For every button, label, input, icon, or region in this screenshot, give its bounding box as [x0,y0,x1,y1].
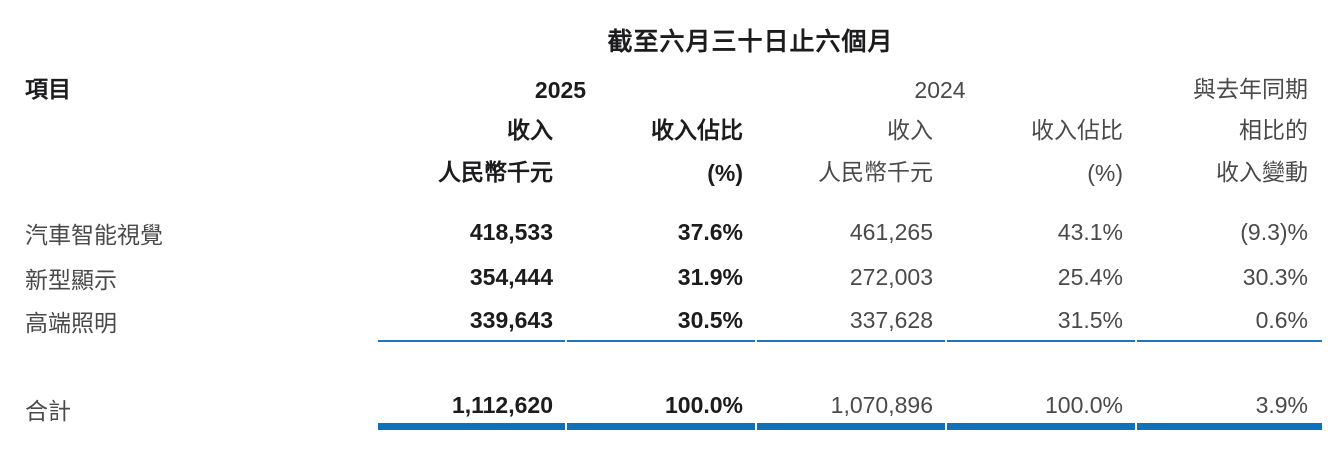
total-change: 3.9% [1137,388,1323,430]
period-title-row: 截至六月三十日止六個月 [25,0,1322,64]
unit-rmb-2024: 人民幣千元 [818,159,933,185]
revenue-2025-value: 339,643 [378,300,565,342]
subheader-row-1: 收入 收入佔比 收入 收入佔比 相比的 [25,104,1322,148]
year-header-row: 項目 2025 2024 與去年同期 [25,64,1322,104]
share-2024-value: 31.5% [947,300,1136,342]
revenue-2024-header: 收入 [887,117,933,143]
year-2024-header: 2024 [914,77,966,103]
segment-revenue-table: 截至六月三十日止六個月 項目 2025 2024 與去年同期 收入 收入佔比 收… [23,0,1324,430]
spacer-row [25,192,1322,210]
change-value: (9.3)% [1240,219,1309,245]
share-2025-value: 31.9% [677,264,743,290]
table-row: 新型顯示 354,444 31.9% 272,003 25.4% 30.3% [25,255,1322,300]
share-2024-value: 43.1% [1057,219,1124,245]
year-2025-header: 2025 [534,77,587,103]
spacer-cell [25,342,1322,388]
item-column-header: 項目 [25,76,71,102]
change-header-line2: 相比的 [1239,117,1309,143]
row-label: 高端照明 [25,310,117,336]
subheader-row-2: 人民幣千元 (%) 人民幣千元 (%) 收入變動 [25,148,1322,192]
change-header-line1: 與去年同期 [1193,76,1309,102]
total-label: 合計 [25,398,71,424]
revenue-2024-value: 337,628 [757,300,945,342]
total-row: 合計 1,112,620 100.0% 1,070,896 100.0% 3.9… [25,388,1323,430]
total-share-2024: 100.0% [947,388,1136,430]
empty-cell [1137,0,1322,64]
change-value: 0.6% [1137,300,1323,342]
empty-cell [25,148,376,192]
unit-pct-2025: (%) [707,160,743,186]
total-revenue-2024: 1,070,896 [757,388,945,430]
revenue-2025-header: 收入 [507,117,553,143]
row-label: 新型顯示 [25,266,117,293]
spacer-cell [25,192,1322,210]
row-label: 汽車智能視覺 [25,221,163,248]
share-2025-header: 收入佔比 [651,117,743,143]
unit-rmb-2025: 人民幣千元 [438,159,553,185]
change-value: 30.3% [1242,264,1309,290]
empty-cell [25,104,376,148]
revenue-2024-value: 272,003 [849,264,933,290]
table-row: 高端照明 339,643 30.5% 337,628 31.5% 0.6% [25,300,1323,342]
empty-cell [25,0,376,64]
change-header-line3: 收入變動 [1216,159,1309,185]
share-2024-header: 收入佔比 [1031,117,1124,143]
share-2025-value: 30.5% [567,300,755,342]
spacer-row [25,342,1322,388]
revenue-2024-value: 461,265 [849,219,933,245]
total-revenue-2025: 1,112,620 [378,388,565,430]
period-title: 截至六月三十日止六個月 [607,28,894,56]
revenue-2025-value: 354,444 [469,264,553,290]
unit-pct-2024: (%) [1087,160,1124,186]
share-2025-value: 37.6% [677,219,743,245]
total-share-2025: 100.0% [567,388,755,430]
revenue-2025-value: 418,533 [469,219,553,245]
table-row: 汽車智能視覺 418,533 37.6% 461,265 43.1% (9.3)… [25,210,1322,255]
share-2024-value: 25.4% [1057,264,1124,290]
